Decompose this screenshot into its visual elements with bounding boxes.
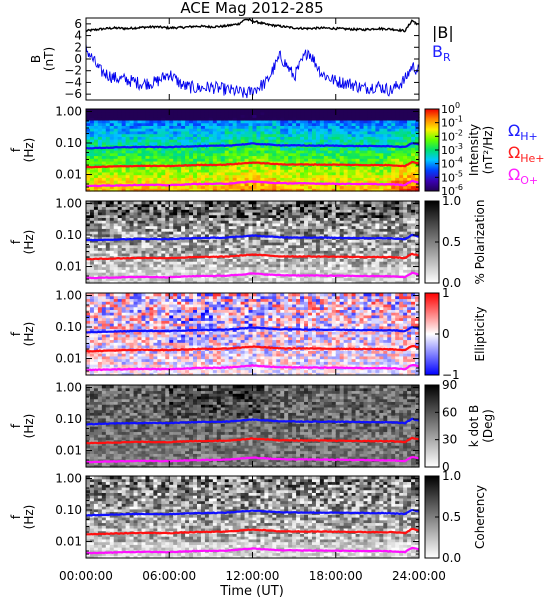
y-tick-label: 0.01 [55,535,82,549]
colorbar-label: k dot B [467,405,481,447]
y-tick-label: 0 [74,52,82,66]
colorbar-label-unit: (nT²/Hz) [481,126,495,174]
y-tick-label: 4 [74,29,82,43]
y-tick-label: 1.00 [55,104,82,118]
y-tick-label: 1.00 [55,380,82,394]
y-tick-label: 2 [74,40,82,54]
y-tick-label: 0.10 [55,412,82,426]
y-axis-label: f [9,514,23,519]
gyrofrequency-line-hplus [85,233,420,242]
y-tick-label: 0.01 [55,444,82,458]
ion-label-sub: H+ [520,130,538,143]
colorbar-label: % Polarization [473,200,487,285]
colorbar-tick-label: 1.0 [442,194,461,208]
y-tick-label: 0.10 [55,320,82,334]
colorbar-tick-exp: -4 [455,156,463,165]
legend-b-radial: BR [432,42,451,64]
gyrofrequency-line-oplus [86,546,420,555]
y-tick-label: 0.01 [55,260,82,274]
gyrofrequency-line-hplus [85,508,420,517]
colorbar-tick-exp: -1 [455,115,463,124]
legend-sub: R [443,51,451,64]
heatmap-cells [86,201,420,284]
gyrofrequency-line-heplus [85,160,420,169]
gyrofrequency-line-oplus [85,363,420,372]
y-tick-label: 1.00 [55,196,82,210]
colorbar-tick-exp: 0 [455,101,460,110]
gyrofrequency-line-hplus [85,326,420,334]
colorbar-tick-exp: -6 [455,183,463,192]
y-axis-unit: (Hz) [22,414,36,439]
y-tick-label: 0.01 [55,352,82,366]
colorbar-tick-exp: -3 [455,142,463,151]
colorbar-label-unit: (Deg) [481,409,495,443]
colorbar-label: Coherency [473,485,487,549]
heatmap-cells [86,476,420,559]
x-tick-label: 24:00:00 [392,569,446,583]
y-tick-label: −4 [64,75,82,89]
y-axis-label: f [9,331,23,336]
colorbar-label: Ellipticity [473,307,487,362]
colorbar-tick-label: 30 [442,433,457,447]
y-tick-label: −6 [64,87,82,101]
y-tick-label: 0.10 [55,228,82,242]
colorbar-tick-label: 60 [442,405,457,419]
colorbar-tick-label: 0.0 [442,276,461,290]
y-tick-label: 0.10 [55,136,82,150]
y-axis-unit: (Hz) [22,505,36,530]
y-axis-unit: (Hz) [22,230,36,255]
y-tick-label: 0.10 [55,503,82,517]
x-tick-label: 06:00:00 [142,569,196,583]
colorbar-tick-label: 0 [442,327,450,341]
gyrofrequency-line-heplus [85,436,420,445]
ion-label-sub: O+ [520,174,538,187]
y-axis-label: f [9,423,23,428]
ion-label: ΩH+ [508,121,538,143]
y-tick-label: 1.00 [55,471,82,485]
colorbar [424,384,440,468]
gyrofrequency-line-hplus [85,417,420,426]
gyrofrequency-line-heplus [85,344,420,353]
y-tick-label: 0.01 [55,168,82,182]
gyrofrequency-line-oplus [86,455,420,464]
colorbar-tick-label: −1 [442,368,460,382]
y-axis-unit: (Hz) [22,322,36,347]
gyrofrequency-line-heplus [85,527,419,536]
ion-label: ΩHe+ [508,143,545,165]
colorbar-tick-label: 0.5 [442,510,461,524]
y-tick-label: 1.00 [55,288,82,302]
heatmap-cells [86,385,420,468]
y-tick-label: 6 [74,17,82,31]
gyrofrequency-line-heplus [85,252,420,261]
y-tick-label: −2 [64,64,82,78]
colorbar-tick-label: 1.0 [442,469,461,483]
colorbar-label: Intensity [467,124,481,176]
heatmap-cells [86,109,420,192]
y-axis-unit: (nT) [42,47,56,71]
colorbar-tick-exp: -2 [455,128,463,137]
heatmap-cells [86,293,420,376]
colorbar-tick-label: 1 [442,286,450,300]
x-tick-label: 00:00:00 [59,569,113,583]
colorbar-tick-label: 90 [442,378,457,392]
y-axis-unit: (Hz) [22,138,36,163]
gyrofrequency-line-hplus [85,142,420,150]
chart-title: ACE Mag 2012-285 [180,0,323,17]
gyrofrequency-line-oplus [85,271,420,280]
colorbar-tick-exp: -5 [455,169,463,178]
ion-label: ΩO+ [508,165,538,187]
x-tick-label: 12:00:00 [226,569,280,583]
colorbar-tick-label: 0.5 [442,235,461,249]
ion-label-sub: He+ [520,152,544,165]
x-axis-label: Time (UT) [219,584,284,599]
y-axis-label: f [9,239,23,244]
x-tick-label: 18:00:00 [309,569,363,583]
y-axis-label: B [29,55,43,63]
y-axis-label: f [9,147,23,152]
gyrofrequency-line-oplus [85,179,420,188]
colorbar-tick-label: 0 [442,460,450,474]
colorbar-tick-label: 0.0 [442,551,461,565]
legend-b-magnitude: |B| [432,23,454,42]
